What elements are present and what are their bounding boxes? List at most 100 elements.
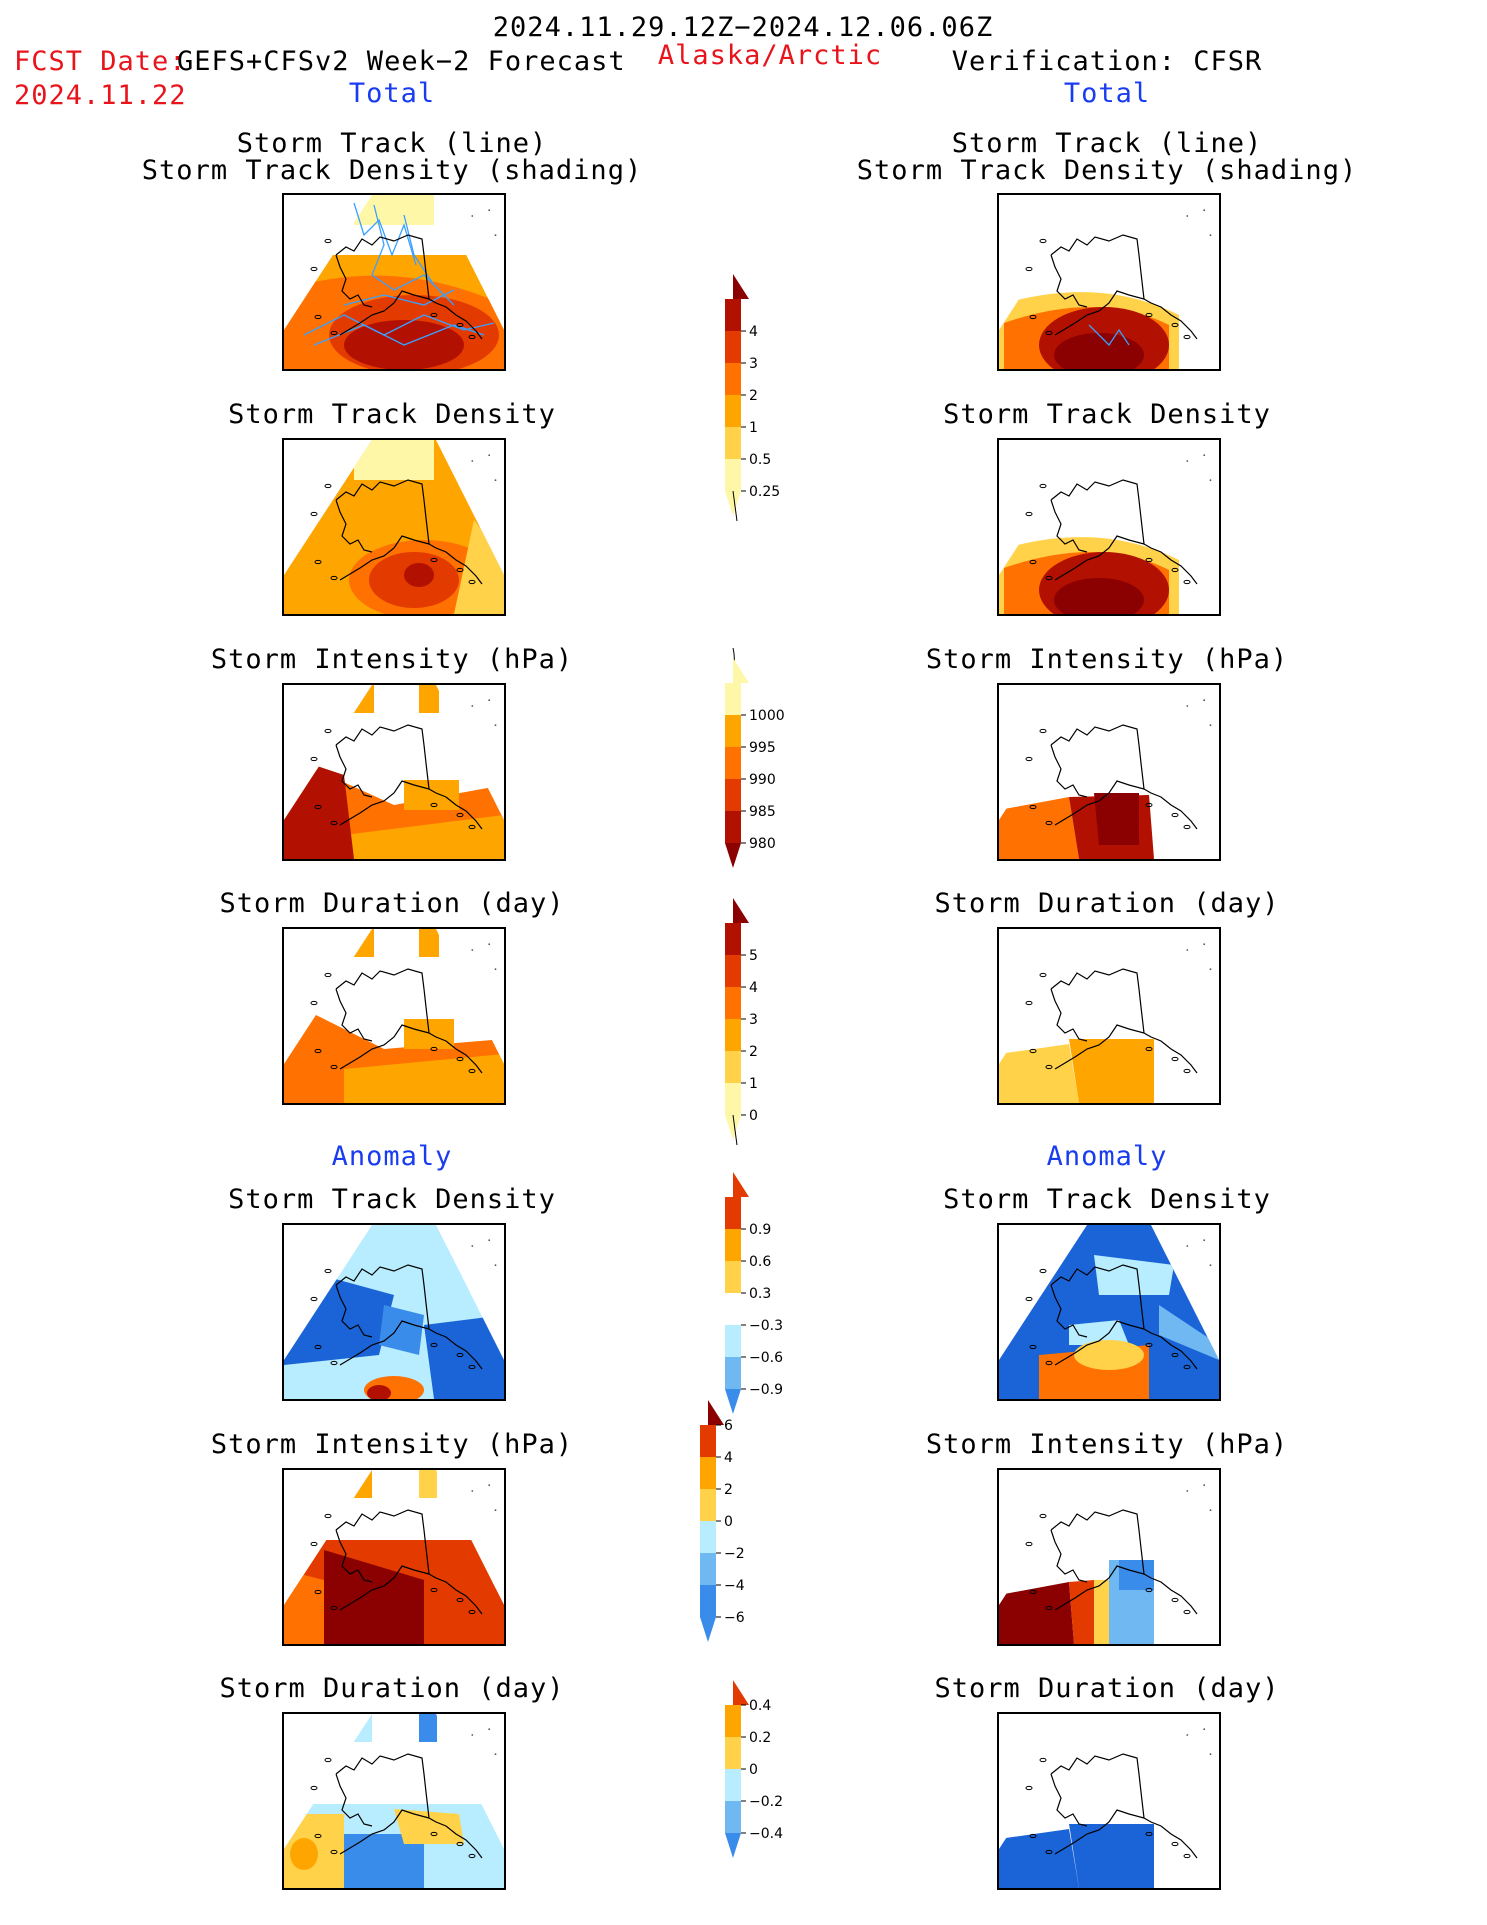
- island-outline: [1029, 1589, 1037, 1595]
- map-right-duration-anomaly: [997, 1712, 1221, 1890]
- island-outline: [1183, 1609, 1191, 1615]
- colorbar-segment-4: [700, 1521, 716, 1553]
- map-right-intensity-anomaly: [997, 1468, 1221, 1646]
- alaska-coastline: [335, 968, 483, 1074]
- island-outline: [310, 1541, 318, 1547]
- right-total-heading: Total: [1063, 78, 1151, 109]
- island-outline: [330, 820, 338, 826]
- graticule-dot: [1186, 949, 1189, 951]
- graticule-dot: [494, 1753, 497, 1756]
- shaded-region: [1069, 1039, 1154, 1103]
- colorbar-tick-label: 0: [724, 1514, 733, 1530]
- graticule-dot: [471, 215, 474, 217]
- island-outline: [1029, 314, 1037, 320]
- island-outline: [1029, 1048, 1037, 1054]
- island-outline: [314, 1589, 322, 1595]
- colorbar-segment-1: [725, 923, 741, 955]
- shaded-region: [1054, 578, 1144, 614]
- island-outline: [330, 1360, 338, 1366]
- shaded-region: [1069, 1824, 1154, 1888]
- island-outline: [1145, 557, 1153, 563]
- colorbar-segment-5: [700, 1553, 716, 1585]
- graticule-dot: [1186, 215, 1189, 217]
- colorbar-tick-label: −2: [724, 1546, 745, 1562]
- right-panel6-title: Storm Intensity (hPa): [925, 1429, 1289, 1460]
- island-outline: [324, 483, 332, 489]
- map-right-intensity-total: [997, 683, 1221, 861]
- island-outline: [310, 1785, 318, 1791]
- left-panel4-title: Storm Duration (day): [219, 888, 565, 919]
- island-outline: [1145, 802, 1153, 808]
- left-panel1-title-line: Storm Track (line): [236, 128, 548, 159]
- colorbar-tick-label: 3: [749, 1012, 758, 1028]
- island-outline: [314, 1344, 322, 1350]
- graticule-dot: [1186, 1734, 1189, 1736]
- island-outline: [1171, 1597, 1179, 1603]
- fcst-date-value: 2024.11.22: [14, 80, 187, 111]
- left-panel6-title: Storm Intensity (hPa): [210, 1429, 574, 1460]
- colorbar-tick-label: 995: [749, 740, 776, 756]
- shaded-region: [1094, 793, 1139, 845]
- colorbar-bottom-arrow: [700, 1617, 716, 1642]
- shaded-region: [379, 1305, 424, 1355]
- island-outline: [1045, 1064, 1053, 1070]
- graticule-dot: [1203, 699, 1206, 702]
- shaded-region: [404, 1019, 454, 1049]
- graticule-dot: [471, 1490, 474, 1492]
- left-panel2-title: Storm Track Density: [228, 399, 556, 430]
- island-outline: [324, 728, 332, 734]
- right-panel5-title: Storm Track Density: [943, 1184, 1271, 1215]
- island-outline: [330, 1849, 338, 1855]
- colorbar-bottom-arrow: [725, 1389, 741, 1414]
- graticule-dot: [1209, 1264, 1212, 1267]
- map-left-duration-anomaly: [282, 1712, 506, 1890]
- alaska-coastline: [1050, 1509, 1198, 1615]
- colorbar-tick-label: 0: [749, 1108, 758, 1124]
- island-outline: [1145, 312, 1153, 318]
- colorbar-duration-anomaly: 0.4 0.2 0 −0.2 −0.4: [725, 1680, 783, 1858]
- graticule-dot: [1203, 209, 1206, 212]
- island-outline: [1183, 1853, 1191, 1859]
- left-panel5-title: Storm Track Density: [228, 1184, 556, 1215]
- island-outline: [430, 802, 438, 808]
- alaska-coastline: [1050, 1753, 1198, 1859]
- graticule-dot: [1203, 454, 1206, 457]
- colorbar-tick-label: 2: [724, 1482, 733, 1498]
- storm-track-line-1: [353, 202, 417, 266]
- island-outline: [310, 1296, 318, 1302]
- colorbar-segment-3: [725, 747, 741, 779]
- island-outline: [330, 575, 338, 581]
- colorbar-tick-label: 0.6: [749, 1254, 771, 1270]
- graticule-dot: [494, 1264, 497, 1267]
- colorbar-tick-label: 980: [749, 836, 776, 852]
- island-outline: [468, 334, 476, 340]
- colorbar-segment-6: [725, 459, 741, 491]
- shaded-region: [419, 929, 439, 957]
- island-outline: [1145, 1831, 1153, 1837]
- island-outline: [1039, 972, 1047, 978]
- alaska-coastline: [335, 1509, 483, 1615]
- colorbar-segment-3: [725, 363, 741, 395]
- graticule-dot: [471, 1245, 474, 1247]
- colorbar-tick-label: 985: [749, 804, 776, 820]
- colorbar-tick-label: −0.3: [749, 1318, 783, 1334]
- right-panel4-title: Storm Duration (day): [934, 888, 1280, 919]
- island-outline: [324, 238, 332, 244]
- island-outline: [324, 1268, 332, 1274]
- map-left-track-total: [282, 193, 506, 371]
- shaded-region: [367, 1385, 391, 1399]
- colorbar-tick-label: 0.5: [749, 452, 771, 468]
- colorbar-top-arrow: [733, 1172, 749, 1197]
- colorbar-tick-label: 0.2: [749, 1730, 771, 1746]
- graticule-dot: [488, 943, 491, 946]
- map-right-density-total: [997, 438, 1221, 616]
- graticule-dot: [1186, 1245, 1189, 1247]
- storm-track-line-6: [343, 289, 455, 306]
- island-outline: [314, 804, 322, 810]
- shaded-region: [344, 1054, 504, 1103]
- colorbar-tick-label: 2: [749, 388, 758, 404]
- colorbar-bottom-arrow: [725, 843, 741, 868]
- alaska-coastline: [1050, 724, 1198, 830]
- colorbar-segment-6: [725, 1357, 741, 1389]
- left-panel3-title: Storm Intensity (hPa): [210, 644, 574, 675]
